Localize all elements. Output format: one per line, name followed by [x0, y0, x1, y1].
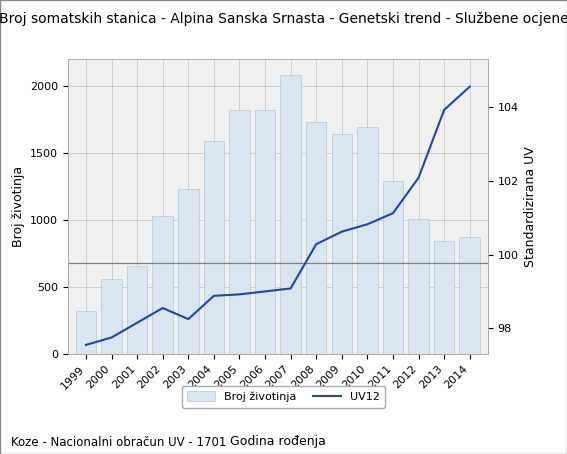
Bar	[434, 241, 454, 354]
Bar	[383, 181, 403, 354]
Bar	[281, 75, 301, 354]
Bar	[459, 237, 480, 354]
Bar	[229, 110, 249, 354]
Bar	[127, 266, 147, 354]
X-axis label: Godina rođenja: Godina rođenja	[230, 435, 326, 449]
Bar	[408, 219, 429, 354]
Bar	[332, 134, 352, 354]
Y-axis label: Broj životinja: Broj životinja	[12, 166, 24, 247]
Bar	[255, 110, 275, 354]
Text: Koze - Nacionalni obračun UV - 1701: Koze - Nacionalni obračun UV - 1701	[11, 436, 227, 449]
Bar	[357, 128, 378, 354]
Text: Broj somatskih stanica - Alpina Sanska Srnasta - Genetski trend - Službene ocjen: Broj somatskih stanica - Alpina Sanska S…	[0, 11, 567, 26]
Legend: Broj životinja, UV12: Broj životinja, UV12	[182, 386, 385, 408]
Bar	[306, 122, 327, 354]
Bar	[76, 311, 96, 354]
Bar	[178, 189, 198, 354]
Bar	[101, 279, 122, 354]
Y-axis label: Standardizirana UV: Standardizirana UV	[524, 146, 537, 267]
Bar	[153, 216, 173, 354]
Bar	[204, 141, 224, 354]
